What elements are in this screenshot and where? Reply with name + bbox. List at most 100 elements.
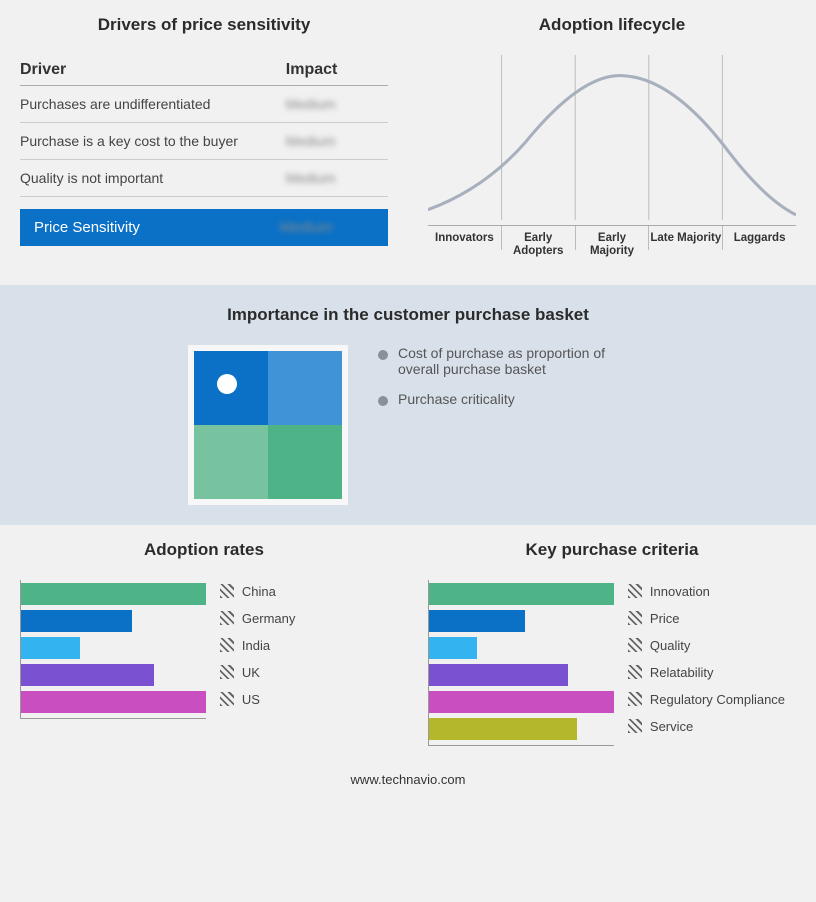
- bar-legend-label: UK: [242, 665, 260, 680]
- bar-fill: [429, 637, 477, 659]
- hatch-swatch-icon: [628, 584, 642, 598]
- bar-legend-item: UK: [220, 661, 388, 683]
- adoption-rates-panel: Adoption rates China Germany India UK US: [0, 525, 408, 766]
- bar-fill: [21, 583, 206, 605]
- adoption-rates-legend: China Germany India UK US: [220, 580, 388, 719]
- lifecycle-stage-label: Early Majority: [576, 226, 650, 250]
- driver-label: Purchases are undifferentiated: [20, 96, 286, 112]
- lifecycle-chart: InnovatorsEarly AdoptersEarly MajorityLa…: [428, 55, 796, 265]
- lifecycle-panel: Adoption lifecycle InnovatorsEarly Adopt…: [408, 0, 816, 285]
- bar-fill: [21, 691, 206, 713]
- bar-legend-item: US: [220, 688, 388, 710]
- purchase-criteria-title: Key purchase criteria: [428, 540, 796, 560]
- lifecycle-stage-label: Late Majority: [649, 226, 723, 250]
- bar-fill: [21, 637, 80, 659]
- bar-legend-item: Innovation: [628, 580, 796, 602]
- drivers-row: Purchases are undifferentiatedMedium: [20, 86, 388, 123]
- bar-row: [21, 610, 206, 632]
- bar-legend-item: Regulatory Compliance: [628, 688, 796, 710]
- quadrant-cell: [268, 351, 342, 425]
- bar-row: [429, 637, 614, 659]
- bar-row: [21, 583, 206, 605]
- drivers-title: Drivers of price sensitivity: [20, 15, 388, 35]
- lifecycle-stage-label: Early Adopters: [502, 226, 576, 250]
- bar-legend-label: Germany: [242, 611, 295, 626]
- lifecycle-title: Adoption lifecycle: [428, 15, 796, 35]
- purchase-criteria-panel: Key purchase criteria Innovation Price Qua…: [408, 525, 816, 766]
- bar-row: [21, 637, 206, 659]
- bar-legend-label: Service: [650, 719, 693, 734]
- bar-legend-label: Quality: [650, 638, 690, 653]
- importance-legend-item: Purchase criticality: [378, 391, 628, 407]
- importance-legend: Cost of purchase as proportion of overal…: [378, 345, 628, 421]
- bar-row: [21, 691, 206, 713]
- legend-bullet: [378, 396, 388, 406]
- hatch-swatch-icon: [220, 638, 234, 652]
- importance-title: Importance in the customer purchase bask…: [20, 305, 796, 325]
- hatch-swatch-icon: [220, 611, 234, 625]
- hatch-swatch-icon: [628, 638, 642, 652]
- bar-legend-item: Germany: [220, 607, 388, 629]
- bar-legend-label: China: [242, 584, 276, 599]
- hatch-swatch-icon: [628, 692, 642, 706]
- driver-label: Purchase is a key cost to the buyer: [20, 133, 286, 149]
- bar-legend-label: US: [242, 692, 260, 707]
- legend-text: Cost of purchase as proportion of overal…: [398, 345, 628, 377]
- bar-fill: [429, 718, 577, 740]
- hatch-swatch-icon: [220, 692, 234, 706]
- footer-text: www.technavio.com: [0, 766, 816, 801]
- hatch-swatch-icon: [628, 665, 642, 679]
- drivers-highlight-label: Price Sensitivity: [34, 219, 280, 236]
- importance-quadrant: [188, 345, 348, 505]
- bar-legend-label: India: [242, 638, 270, 653]
- bar-row: [429, 691, 614, 713]
- hatch-swatch-icon: [220, 584, 234, 598]
- purchase-criteria-legend: Innovation Price Quality Relatability Regula…: [628, 580, 796, 746]
- quadrant-cell: [194, 425, 268, 499]
- lifecycle-svg: [428, 55, 796, 220]
- importance-panel: Importance in the customer purchase bask…: [0, 285, 816, 525]
- bar-row: [429, 583, 614, 605]
- bar-fill: [21, 664, 154, 686]
- driver-impact: Medium: [286, 133, 388, 149]
- bar-legend-item: India: [220, 634, 388, 656]
- bar-row: [429, 610, 614, 632]
- bar-legend-label: Regulatory Compliance: [650, 692, 785, 707]
- drivers-table: Driver Impact Purchases are undifferenti…: [20, 55, 388, 246]
- drivers-panel: Drivers of price sensitivity Driver Impa…: [0, 0, 408, 285]
- bar-fill: [429, 691, 614, 713]
- bar-legend-item: China: [220, 580, 388, 602]
- legend-text: Purchase criticality: [398, 391, 515, 407]
- bar-fill: [429, 610, 525, 632]
- bar-row: [21, 664, 206, 686]
- drivers-highlight-value: Medium: [280, 219, 374, 236]
- bar-legend-label: Relatability: [650, 665, 714, 680]
- bar-legend-item: Price: [628, 607, 796, 629]
- driver-impact: Medium: [286, 170, 388, 186]
- drivers-col-impact: Impact: [286, 61, 388, 79]
- lifecycle-stage-label: Innovators: [428, 226, 502, 250]
- bar-legend-label: Innovation: [650, 584, 710, 599]
- bar-legend-item: Quality: [628, 634, 796, 656]
- legend-bullet: [378, 350, 388, 360]
- bar-legend-label: Price: [650, 611, 680, 626]
- hatch-swatch-icon: [220, 665, 234, 679]
- bar-legend-item: Service: [628, 715, 796, 737]
- adoption-rates-bars: [20, 580, 206, 719]
- hatch-swatch-icon: [628, 611, 642, 625]
- bar-fill: [429, 583, 614, 605]
- adoption-rates-title: Adoption rates: [20, 540, 388, 560]
- quadrant-cell: [268, 425, 342, 499]
- importance-marker: [217, 374, 237, 394]
- bar-legend-item: Relatability: [628, 661, 796, 683]
- drivers-col-driver: Driver: [20, 61, 286, 79]
- lifecycle-stage-label: Laggards: [723, 226, 796, 250]
- bar-row: [429, 664, 614, 686]
- drivers-row: Purchase is a key cost to the buyerMediu…: [20, 123, 388, 160]
- driver-label: Quality is not important: [20, 170, 286, 186]
- bar-row: [429, 718, 614, 740]
- importance-legend-item: Cost of purchase as proportion of overal…: [378, 345, 628, 377]
- driver-impact: Medium: [286, 96, 388, 112]
- bar-fill: [21, 610, 132, 632]
- bar-fill: [429, 664, 568, 686]
